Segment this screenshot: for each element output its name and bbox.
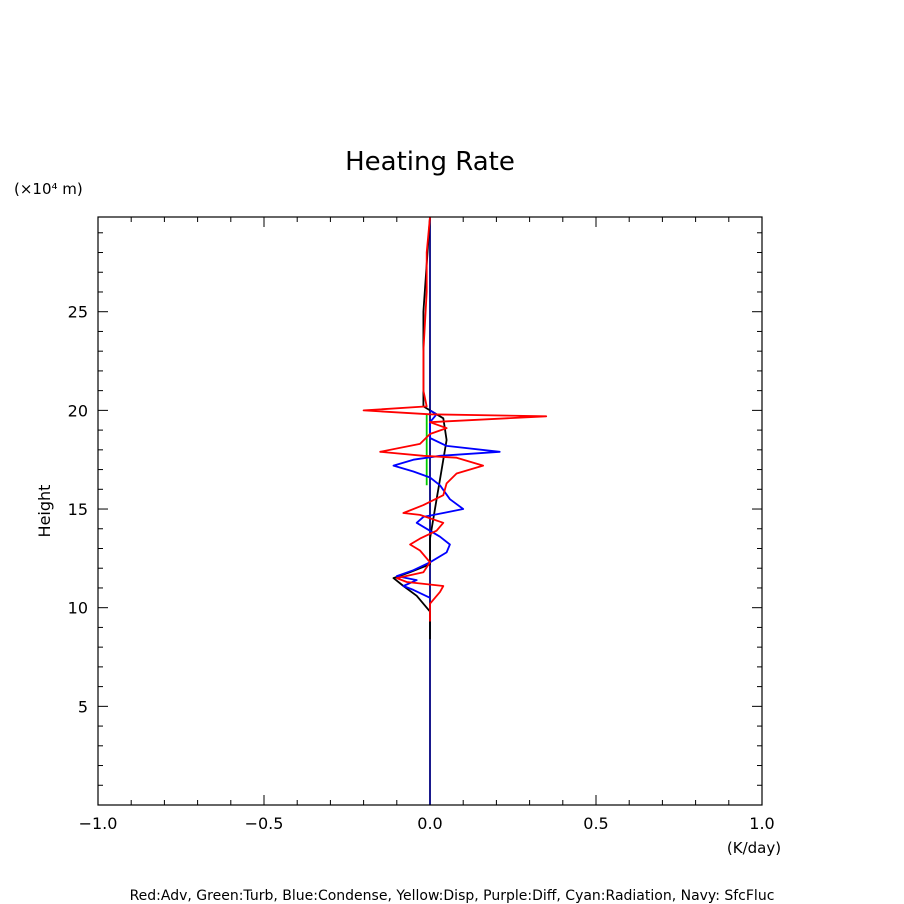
x-tick-label: 1.0: [749, 814, 774, 833]
y-tick-label: 5: [78, 697, 88, 716]
x-tick-label: −0.5: [245, 814, 284, 833]
chart-title: Heating Rate: [345, 147, 515, 177]
series-line-blue-condense: [392, 409, 501, 599]
x-tick-label: −1.0: [79, 814, 118, 833]
x-axis-unit-label: (K/day): [727, 839, 781, 857]
series-line-red-adv: [362, 216, 548, 622]
legend-text: Red:Adv, Green:Turb, Blue:Condense, Yell…: [130, 888, 775, 904]
x-tick-label: 0.5: [583, 814, 608, 833]
x-tick-label: 0.0: [417, 814, 442, 833]
y-tick-label: 15: [68, 500, 88, 519]
y-axis-unit-label: (×10⁴ m): [14, 180, 83, 198]
y-tick-label: 25: [68, 303, 88, 322]
y-tick-label: 10: [68, 599, 88, 618]
series-line-net: [392, 216, 448, 640]
y-axis-label: Height: [35, 485, 54, 538]
plot-area-frame: [97, 216, 763, 806]
y-tick-label: 20: [68, 401, 88, 420]
